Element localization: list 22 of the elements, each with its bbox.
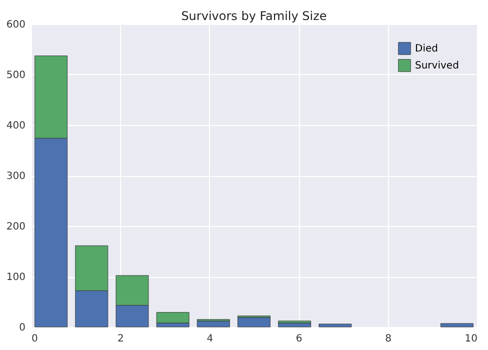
bar xyxy=(278,320,312,324)
bar xyxy=(318,324,352,328)
legend-label: Died xyxy=(415,44,438,54)
x-tick-label: 4 xyxy=(206,334,214,344)
y-tick-label: 0 xyxy=(19,322,26,334)
y-tick-label: 300 xyxy=(6,171,26,182)
x-tick-label: 0 xyxy=(32,334,38,344)
chart-title: Survivors by Family Size xyxy=(181,9,327,23)
y-tick-label: 600 xyxy=(6,20,26,30)
y-tick-label: 200 xyxy=(6,222,26,232)
y-tick-label: 500 xyxy=(6,70,26,81)
x-tick-label: 6 xyxy=(296,334,302,344)
y-tick-label: 400 xyxy=(6,120,26,132)
y-tick-label: 100 xyxy=(6,272,26,283)
bar xyxy=(238,317,270,328)
x-tick-label: 2 xyxy=(118,334,124,344)
bar xyxy=(196,320,230,328)
x-tick-label: 10 xyxy=(464,334,478,344)
legend-label: Survived xyxy=(415,60,459,72)
x-tick-label: 8 xyxy=(385,334,392,344)
bar xyxy=(156,312,190,324)
bar xyxy=(440,323,474,328)
